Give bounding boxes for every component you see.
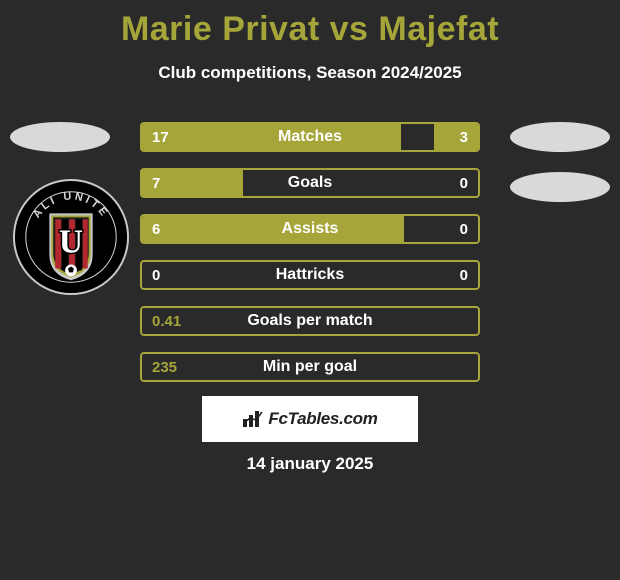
player-right-photo-placeholder — [510, 122, 610, 152]
stat-value-right: 3 — [460, 129, 468, 146]
stat-value-right: 0 — [460, 267, 468, 284]
page-title: Marie Privat vs Majefat — [0, 0, 620, 49]
chart-icon — [242, 409, 264, 429]
brand-box: FcTables.com — [202, 396, 418, 442]
stat-row: 17Matches3 — [140, 122, 480, 152]
stat-label: Assists — [142, 220, 478, 238]
stat-value-right: 0 — [460, 221, 468, 238]
footer-date: 14 january 2025 — [0, 454, 620, 474]
stat-label: Min per goal — [142, 358, 478, 376]
subtitle: Club competitions, Season 2024/2025 — [0, 63, 620, 83]
stat-label: Goals — [142, 174, 478, 192]
stat-label: Hattricks — [142, 266, 478, 284]
stat-row: 7Goals0 — [140, 168, 480, 198]
club-shield-left: ALI UNITE U — [12, 178, 130, 296]
stat-row: 0.41Goals per match — [140, 306, 480, 336]
stat-row: 0Hattricks0 — [140, 260, 480, 290]
stat-label: Matches — [142, 128, 478, 146]
player-left-photo-placeholder — [10, 122, 110, 152]
shield-letter: U — [59, 224, 83, 261]
stat-label: Goals per match — [142, 312, 478, 330]
stat-value-right: 0 — [460, 175, 468, 192]
comparison-bars: 17Matches37Goals06Assists00Hattricks00.4… — [140, 122, 480, 398]
player-right-club-placeholder — [510, 172, 610, 202]
stat-row: 6Assists0 — [140, 214, 480, 244]
stat-row: 235Min per goal — [140, 352, 480, 382]
brand-text: FcTables.com — [268, 409, 377, 429]
